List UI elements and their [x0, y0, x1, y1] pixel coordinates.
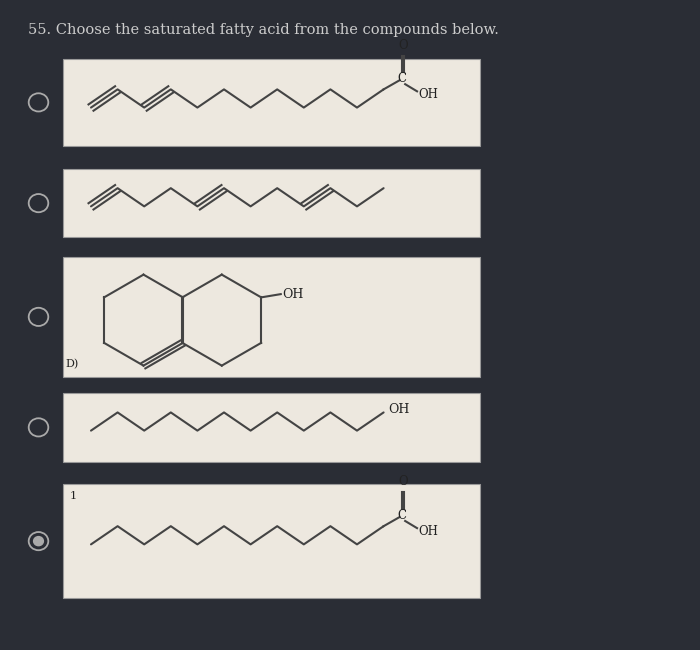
Text: D): D): [65, 359, 78, 369]
Bar: [63, 257, 480, 377]
Circle shape: [34, 537, 43, 546]
Text: 1: 1: [70, 491, 77, 500]
Text: OH: OH: [282, 287, 304, 300]
Bar: [63, 393, 480, 462]
Bar: [63, 484, 480, 598]
Bar: [63, 169, 480, 237]
Text: OH: OH: [419, 88, 438, 101]
Bar: [63, 58, 480, 146]
Text: OH: OH: [419, 525, 438, 538]
Text: C: C: [397, 72, 406, 85]
Text: 55. Choose the saturated fatty acid from the compounds below.: 55. Choose the saturated fatty acid from…: [28, 23, 499, 37]
Text: O: O: [398, 476, 408, 489]
Text: C: C: [397, 510, 406, 523]
Text: O: O: [398, 38, 408, 51]
Text: OH: OH: [388, 403, 409, 417]
